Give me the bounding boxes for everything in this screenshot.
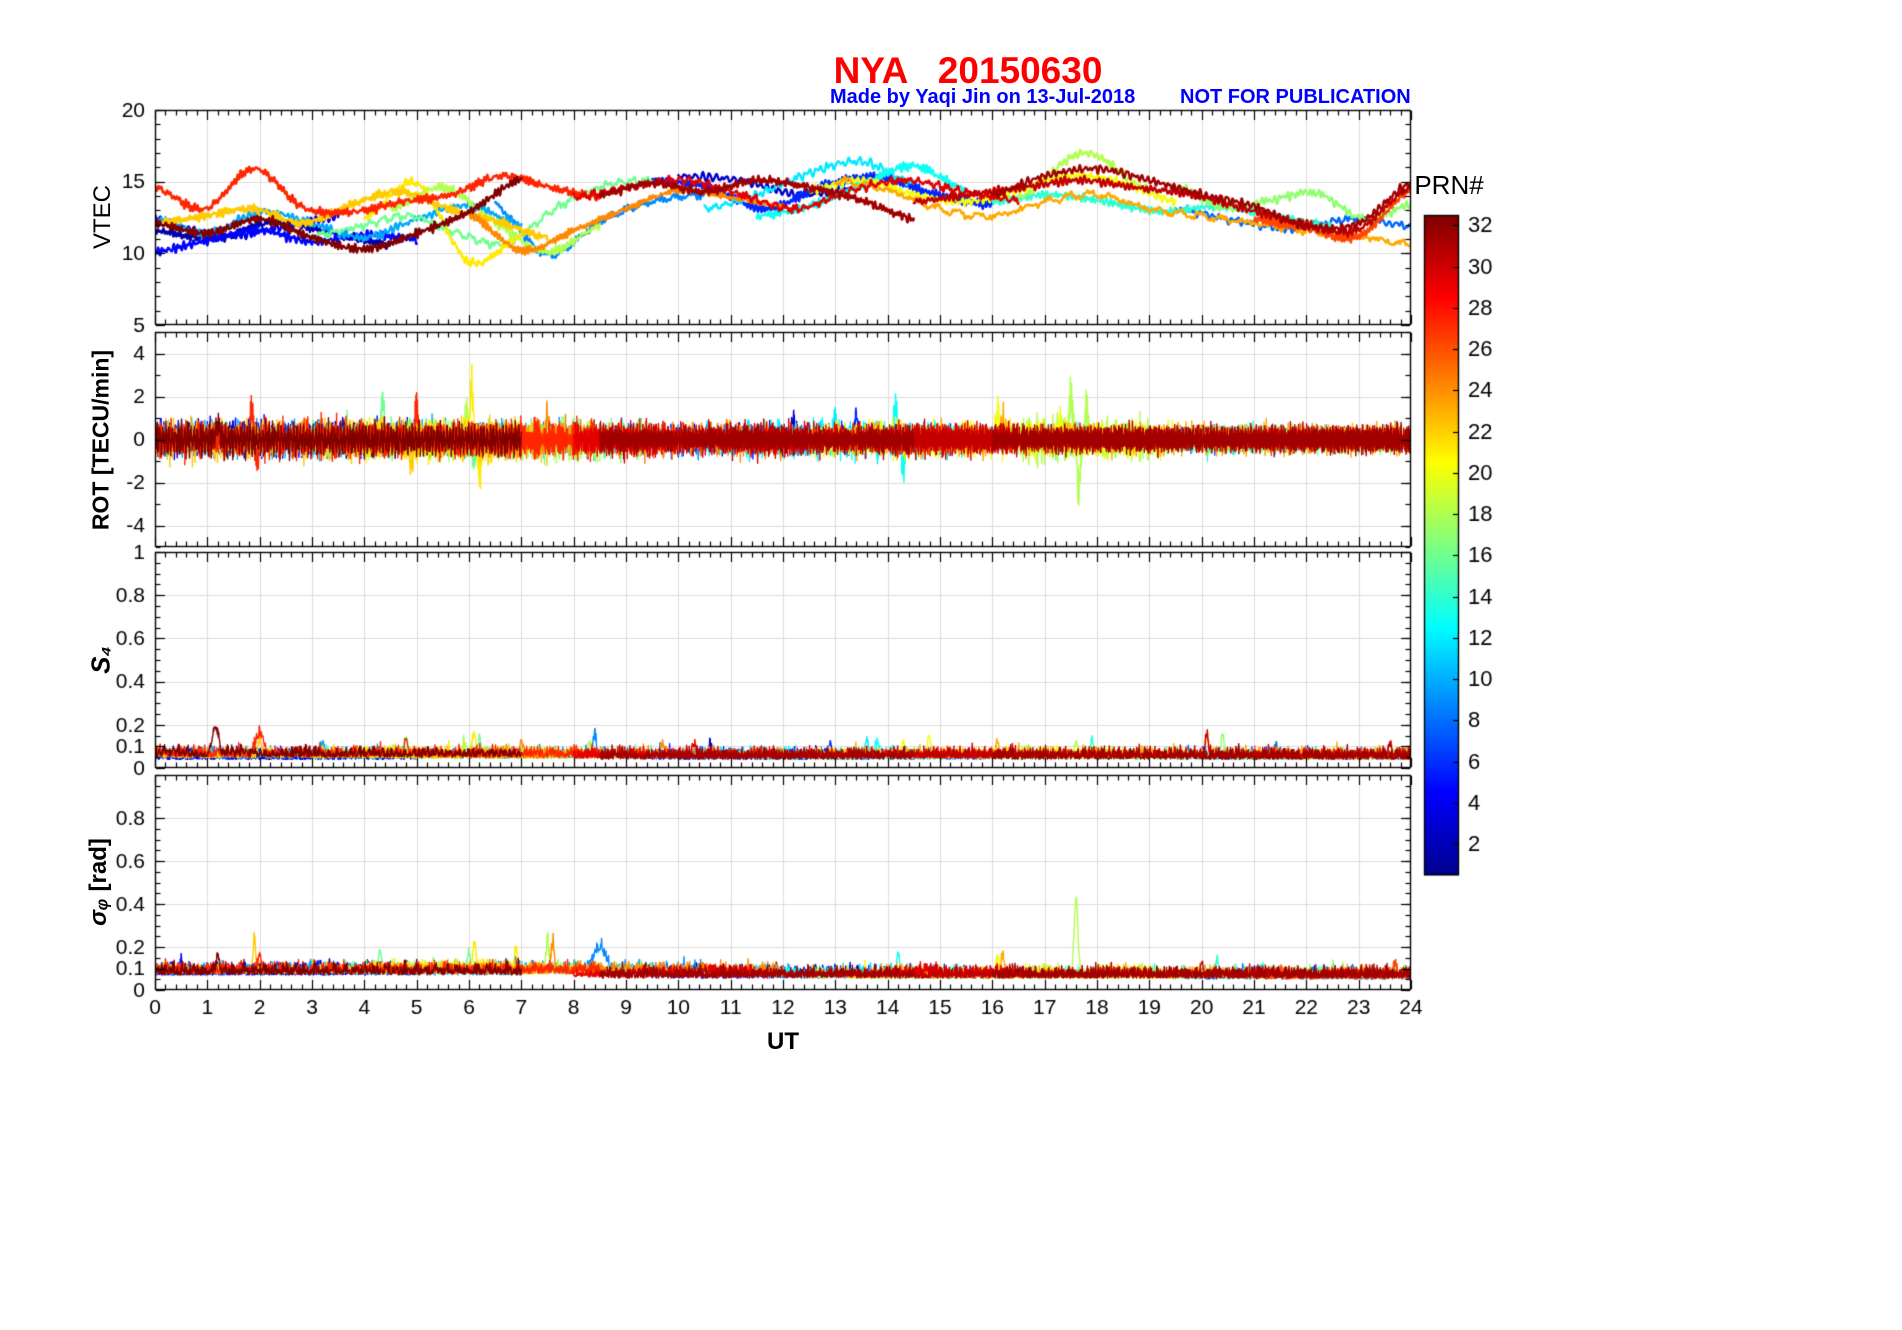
page-title: NYA 20150630 <box>833 50 1103 91</box>
sigma-phi-symbol: σᵩ <box>85 898 112 926</box>
colorbar-label: PRN# <box>1414 170 1484 200</box>
sigma-phi-unit: [rad] <box>85 838 112 899</box>
ylabel-rot: ROT [TECU/min] <box>87 349 114 531</box>
ylabel-sigma-phi: σᵩ [rad] <box>85 838 113 926</box>
ylabel-s4: S₄ <box>85 646 116 674</box>
publication-warning: NOT FOR PUBLICATION <box>1180 86 1411 108</box>
ylabel-vtec: VTEC <box>89 184 116 250</box>
credit-note: Made by Yaqi Jin on 13-Jul-2018 <box>830 86 1136 108</box>
xlabel-ut: UT <box>767 1028 799 1055</box>
